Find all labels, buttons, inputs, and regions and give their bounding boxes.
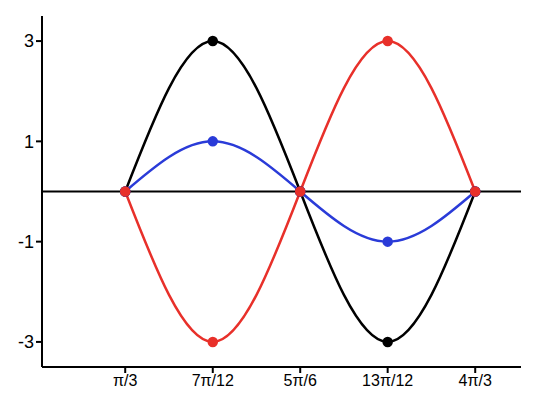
svg-text:7π/12: 7π/12 bbox=[192, 372, 234, 389]
svg-text:5π/6: 5π/6 bbox=[284, 372, 317, 389]
svg-text:1: 1 bbox=[24, 132, 34, 152]
svg-text:π/3: π/3 bbox=[113, 372, 137, 389]
svg-text:13π/12: 13π/12 bbox=[362, 372, 413, 389]
svg-text:3: 3 bbox=[24, 31, 34, 51]
svg-text:4π/3: 4π/3 bbox=[459, 372, 492, 389]
svg-text:-1: -1 bbox=[18, 232, 34, 252]
svg-text:-3: -3 bbox=[18, 332, 34, 352]
